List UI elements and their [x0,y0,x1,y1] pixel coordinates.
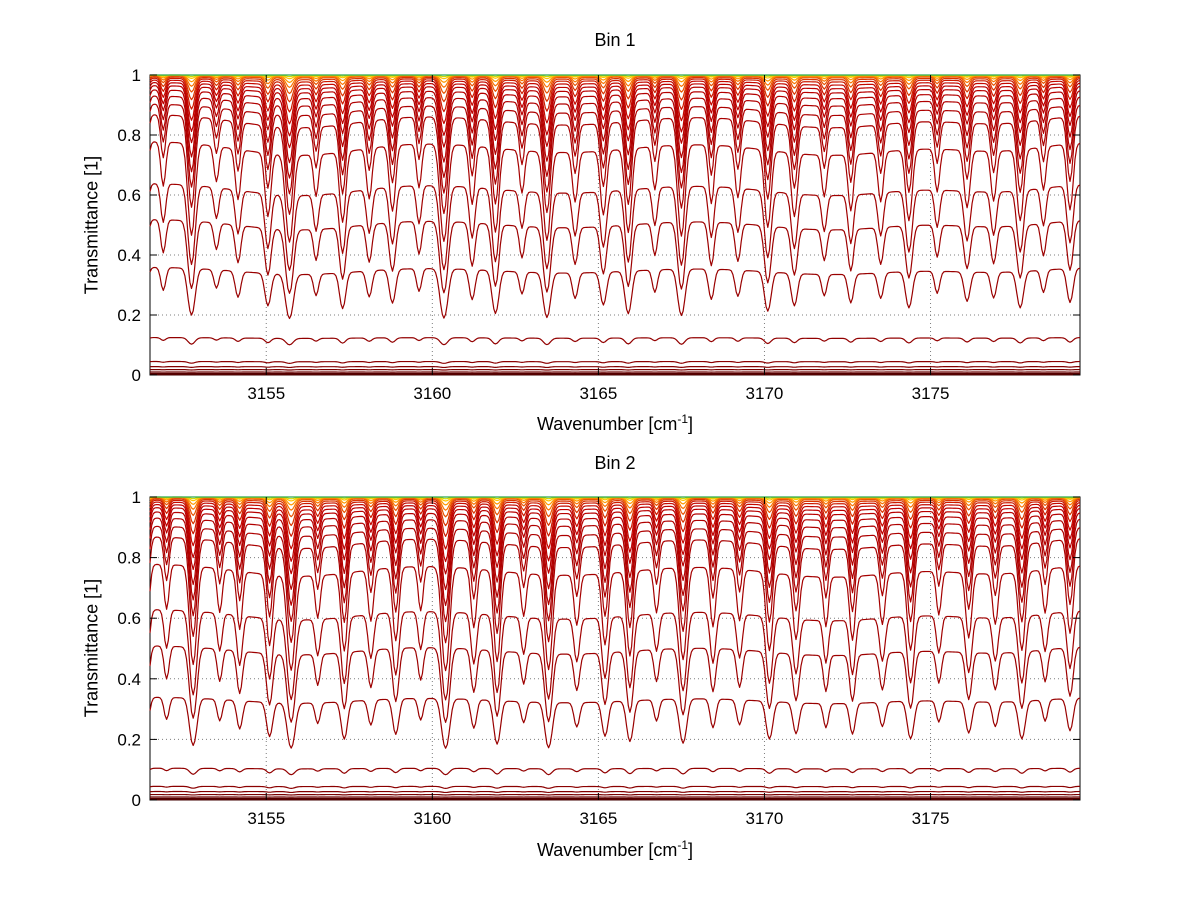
spectrum-curve [149,219,1081,294]
y-tick-label: 0.6 [117,609,141,628]
x-axis-label-bin1: Wavenumber [cm-1] [150,412,1080,435]
x-tick-label: 3170 [746,384,784,403]
y-tick-label: 1 [132,488,141,507]
spectrum-curve [149,336,1081,346]
spectrum-curve [149,785,1081,789]
x-axis-label-superscript: -1 [677,838,689,852]
y-tick-label: 0.6 [117,186,141,205]
y-tick-label: 0 [132,366,141,385]
spectrum-curve [149,507,1081,575]
y-tick-label: 0.4 [117,670,141,689]
spectrum-curve [149,767,1081,776]
axes-box [149,74,1081,376]
spectrum-curve [149,95,1081,179]
x-tick-label: 3175 [912,809,950,828]
spectrum-curve [149,81,1081,137]
spectrum-curve [149,89,1081,164]
spectrum-curve [149,79,1081,125]
plot-canvas-bin2: 3155 3160 3165 3170 3175 0 0.2 0.4 0.6 0.8 1 [117,488,1081,828]
y-tick-label: 1 [132,66,141,85]
x-tick-label: 3155 [247,809,285,828]
x-axis-label-text: Wavenumber [cm [536,840,678,860]
spectrum-curve [149,696,1081,749]
y-tick-label: 0.2 [117,306,141,325]
plot-canvas-bin1: 3155 3160 3165 3170 3175 0 0.2 0.4 0.6 0.8 1 [117,66,1081,403]
spectrum-curve [149,499,1081,537]
x-tick-label: 3160 [413,809,451,828]
spectrum-curve [149,360,1081,364]
y-tick-label: 0 [132,791,141,810]
x-axis-label-text: Wavenumber [cm [536,414,678,434]
x-tick-label: 3165 [579,809,617,828]
spectrum-curve [149,563,1081,672]
spectrum-curve [149,366,1080,369]
spectrum-curve [149,77,1081,113]
x-axis-label-close: ] [688,414,694,434]
plot-title-bin1: Bin 1 [594,30,636,50]
x-tick-label: 3165 [579,384,617,403]
spectrum-curve [149,504,1081,563]
spectrum-curve [149,76,1081,103]
spectrum-curve [149,183,1081,271]
spectrum-curve [149,141,1081,243]
x-axis-label-bin2: Wavenumber [cm-1] [150,838,1080,861]
spectrum-curve [149,497,1081,518]
spectrum-curve [149,645,1081,723]
plot-title-bin2: Bin 2 [594,453,636,473]
spectrum-curve [149,525,1081,623]
spectrum-curve [149,517,1081,607]
x-tick-label: 3175 [912,384,950,403]
spectrum-curve [149,85,1081,149]
x-tick-label: 3170 [746,809,784,828]
spectrum-curve [149,790,1081,794]
x-tick-label: 3160 [413,384,451,403]
spectrum-curve [149,75,1081,95]
spectrum-curve [149,511,1081,591]
x-axis-label-superscript: -1 [677,412,689,426]
spectrum-curve [149,498,1081,527]
y-tick-label: 0.2 [117,730,141,749]
y-tick-label: 0.8 [117,126,141,145]
y-tick-label: 0.4 [117,246,141,265]
x-tick-label: 3155 [247,384,285,403]
y-tick-label: 0.8 [117,549,141,568]
spectrum-curve [149,103,1081,195]
x-axis-label-close: ] [688,840,694,860]
spectrum-curve [149,114,1081,215]
spectrum-curve [149,501,1081,550]
spectrum-curve [149,609,1081,701]
spectrum-curve [149,536,1081,644]
spectrum-curve [149,266,1081,320]
